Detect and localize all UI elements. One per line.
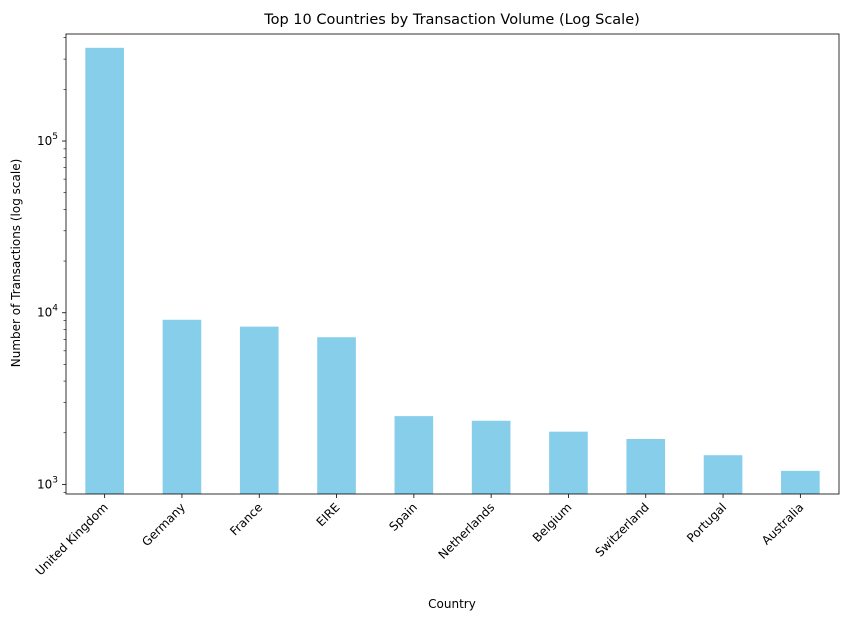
bar bbox=[317, 337, 356, 494]
y-axis-ticks: 103 104 105 bbox=[37, 37, 66, 493]
x-axis-title: Country bbox=[428, 597, 476, 611]
bar bbox=[549, 431, 588, 494]
y-tick-label: 104 bbox=[37, 304, 58, 320]
bar bbox=[85, 47, 124, 494]
bar bbox=[162, 319, 202, 494]
bar bbox=[626, 438, 666, 494]
bar bbox=[781, 470, 820, 494]
plot-frame bbox=[65, 33, 840, 495]
bar bbox=[471, 420, 511, 494]
y-axis-title: Number of Transactions (log scale) bbox=[9, 159, 23, 368]
y-tick-label: 105 bbox=[37, 132, 58, 148]
bars-group bbox=[85, 47, 820, 494]
bar bbox=[239, 326, 279, 494]
bar bbox=[394, 416, 434, 494]
chart-title: Top 10 Countries by Transaction Volume (… bbox=[263, 12, 640, 28]
bar bbox=[703, 455, 743, 494]
y-tick-label: 103 bbox=[37, 475, 58, 491]
